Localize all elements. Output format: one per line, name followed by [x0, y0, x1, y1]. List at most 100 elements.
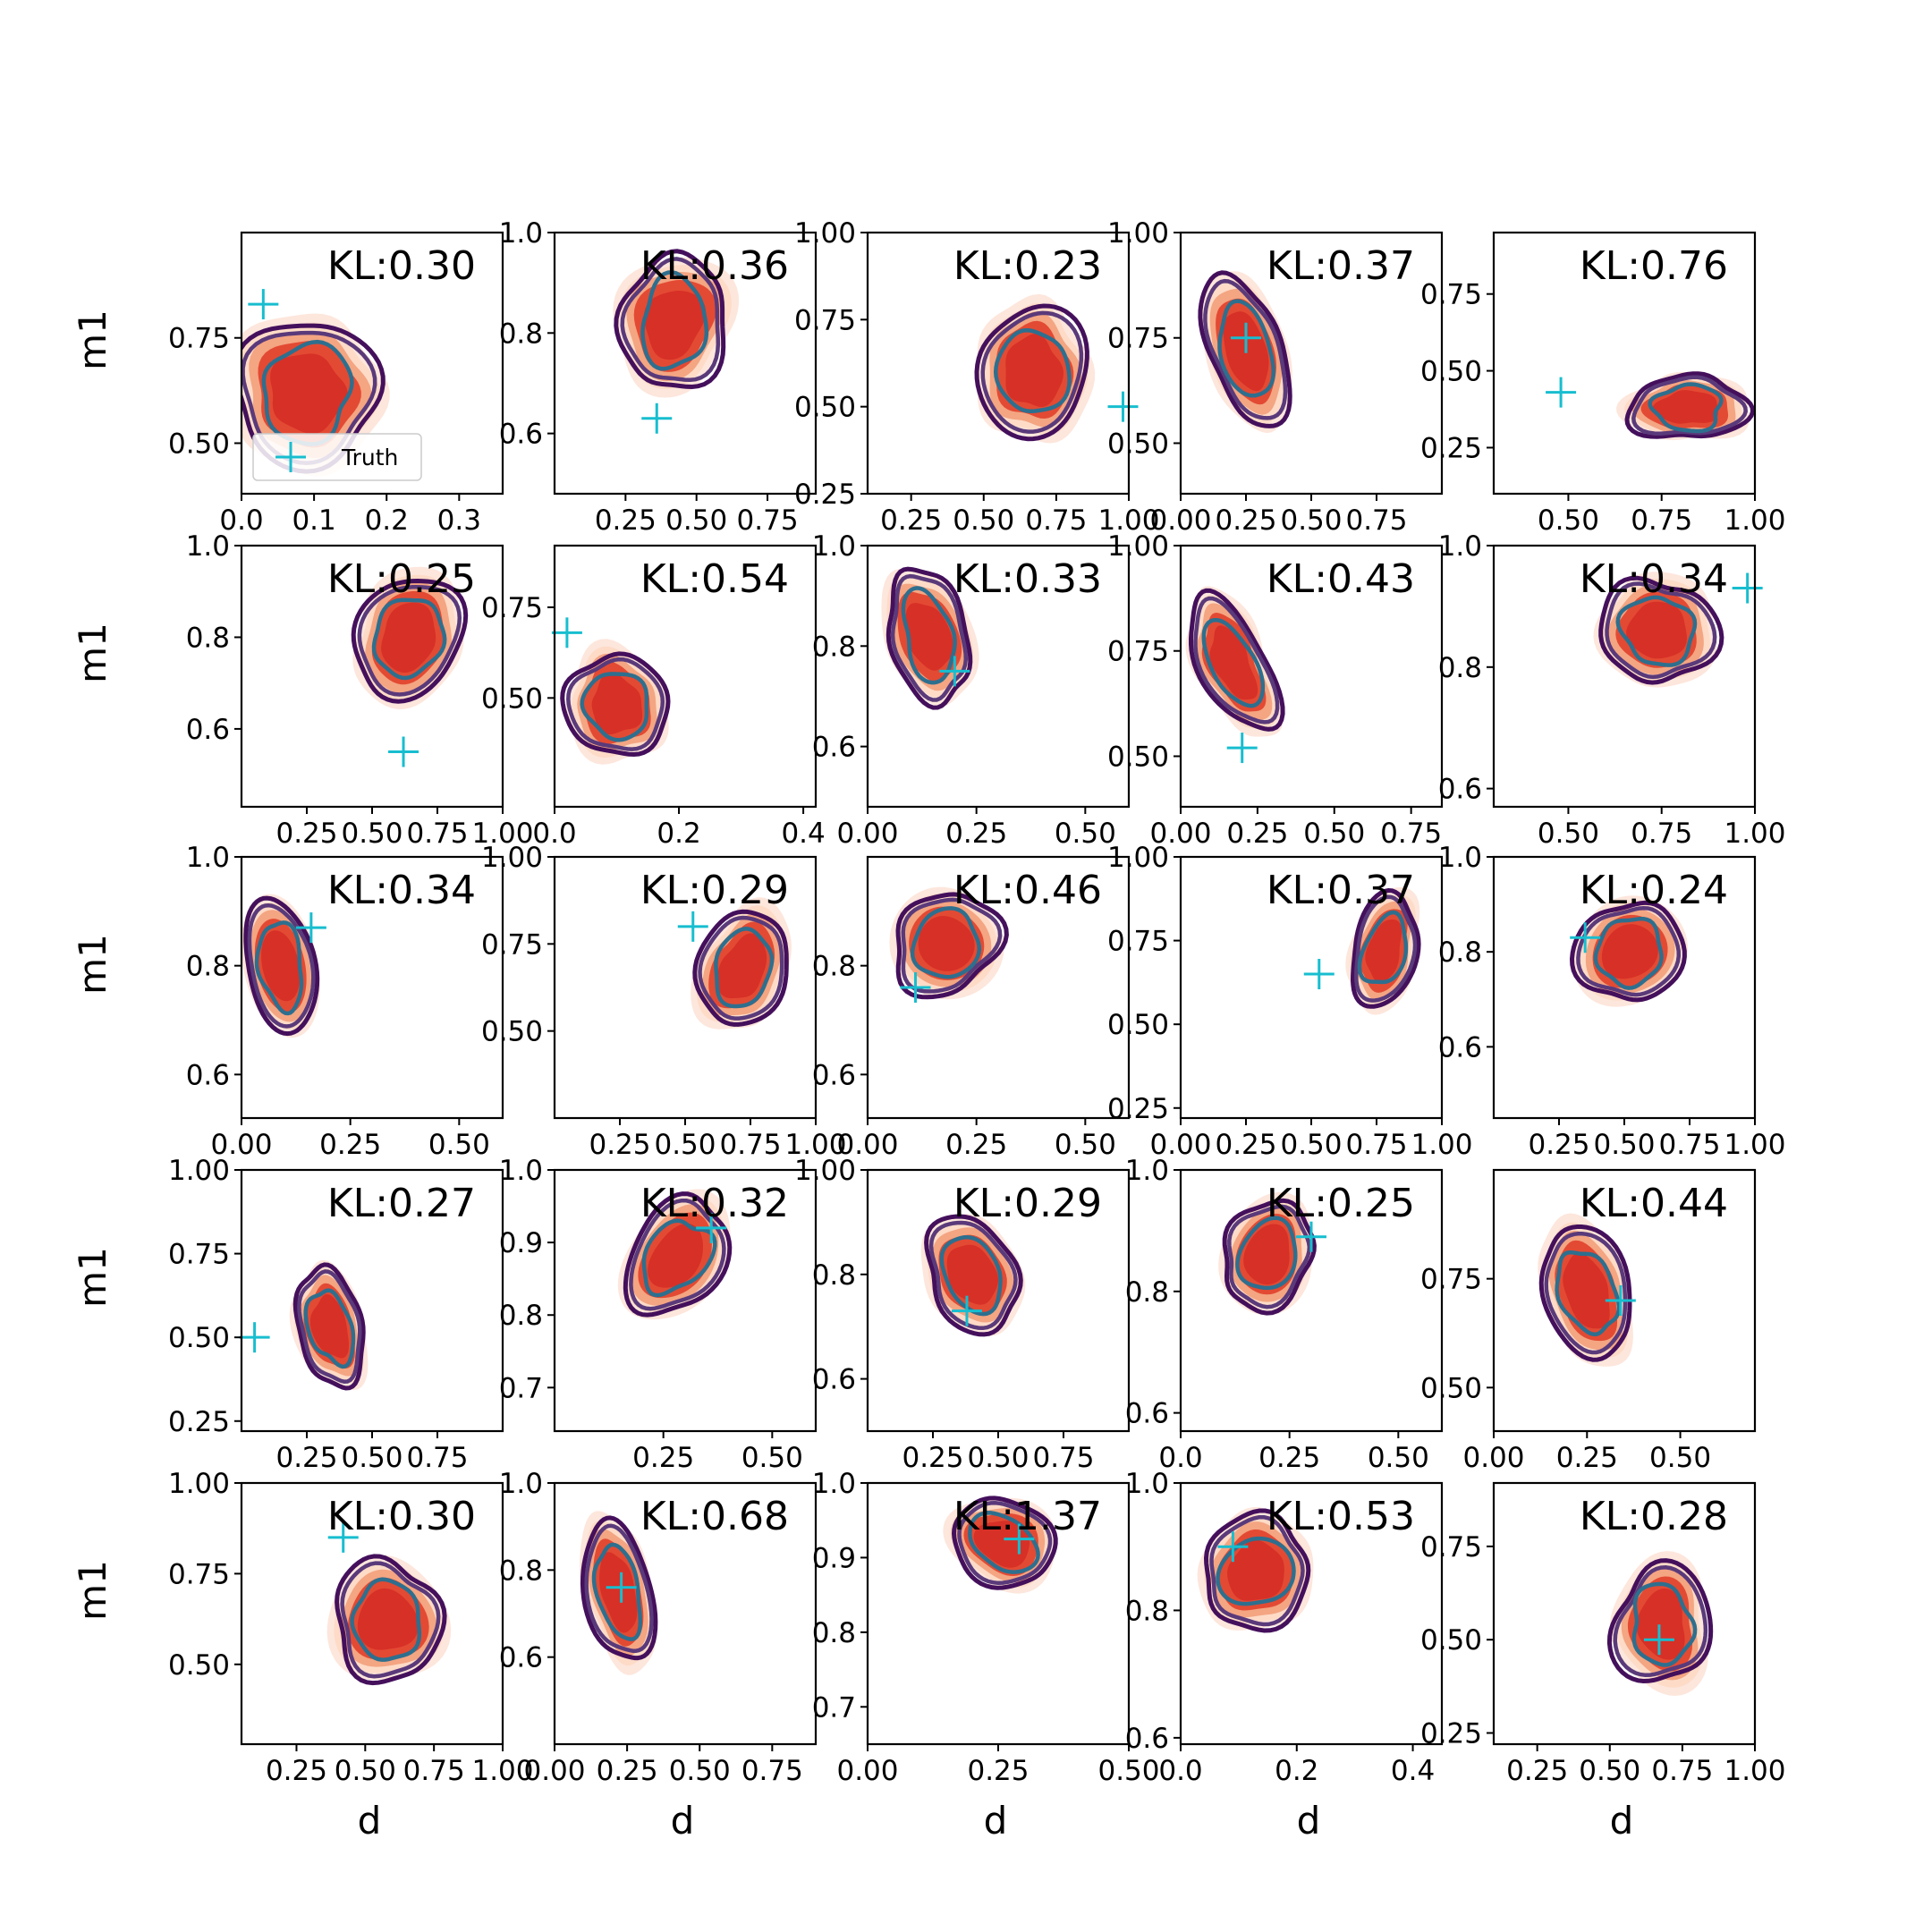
axes-frame [1492, 231, 1757, 496]
y-tick-label: 1.0 [1438, 842, 1482, 874]
kl-divergence-label: KL:0.25 [1267, 1181, 1415, 1226]
kl-divergence-label: KL:0.76 [1580, 243, 1728, 289]
x-tick-label: 0.50 [1280, 1129, 1342, 1161]
contour-line-mid [957, 1501, 1053, 1586]
contour-line-outer [560, 651, 671, 758]
subplot-18: 0.25 0.50 0.75 0.6 0.8 1.00 KL:0.29 [794, 1155, 1131, 1474]
subplot-1: 0.0 0.1 0.2 0.3 0.50 0.75 KL:0.30 m1 Truth [71, 231, 504, 537]
y-tick-label: 1.0 [499, 217, 543, 250]
kl-divergence-label: KL:0.30 [327, 243, 476, 289]
x-tick-label: 0.75 [1380, 818, 1442, 850]
x-tick-label: 1.00 [1724, 1129, 1785, 1161]
contour-line-inner [1593, 916, 1664, 990]
y-tick-label: 1.0 [812, 530, 856, 563]
contour-line-outer [243, 895, 320, 1037]
x-tick-label: 0.25 [589, 1129, 650, 1161]
x-tick-label: 0.75 [741, 1755, 803, 1787]
x-tick-label: 0.75 [719, 1129, 781, 1161]
x-axis-title: d [358, 1799, 382, 1843]
density-fill-core [1601, 924, 1658, 979]
y-tick-label: 0.6 [499, 419, 543, 451]
kl-divergence-label: KL:0.30 [327, 1494, 476, 1539]
y-tick-label: 1.0 [186, 842, 230, 874]
y-tick-label: 1.0 [812, 1468, 856, 1500]
y-tick-label: 1.00 [481, 842, 543, 874]
x-tick-label: 0.75 [406, 818, 468, 850]
subplot-19: 0.0 0.25 0.50 0.6 0.8 1.0 KL:0.25 [1125, 1155, 1444, 1474]
contour-line-inner [371, 597, 447, 681]
kl-divergence-label: KL:0.46 [953, 868, 1102, 913]
density-contours [1345, 887, 1421, 1015]
y-axis-title: m1 [71, 1247, 114, 1308]
y-tick-label: 0.8 [1125, 1276, 1169, 1309]
subplot-6: 0.25 0.50 0.75 1.00 0.6 0.8 1.0 KL:0.25 m1 [71, 530, 534, 850]
contour-line-outer [1222, 1198, 1317, 1316]
contour-line-mid [297, 1269, 362, 1384]
contour-line-outer [1569, 900, 1687, 1003]
truth-marker [900, 972, 931, 1003]
y-tick-label: 0.7 [812, 1691, 856, 1724]
y-tick-label: 0.8 [812, 631, 856, 663]
x-tick-label: 0.50 [335, 1755, 396, 1787]
x-tick-label: 0.50 [1097, 1755, 1159, 1787]
x-tick-label: 0.25 [275, 818, 337, 850]
contour-line-outer [242, 323, 386, 474]
y-tick-label: 0.75 [1107, 636, 1169, 668]
axes-frame [553, 1481, 818, 1746]
truth-marker [606, 1572, 637, 1603]
axes-frame [1492, 1168, 1757, 1433]
x-tick-label: 0.75 [1658, 1129, 1720, 1161]
x-tick-label: 0.00 [836, 1755, 898, 1787]
x-tick-label: 0.50 [1538, 818, 1599, 850]
x-tick-label: 0.25 [945, 818, 1007, 850]
truth-marker [239, 1322, 270, 1353]
x-tick-label: 0.50 [669, 1755, 731, 1787]
contour-line-mid [980, 310, 1084, 434]
contour-line-outer [1624, 371, 1755, 439]
contour-line-mid [584, 1523, 654, 1653]
contour-line-inner [1615, 595, 1698, 667]
density-contours [1616, 371, 1755, 441]
density-fill-core [1227, 1539, 1284, 1601]
contour-line-mid [620, 257, 721, 383]
subplot-3: 0.25 0.50 0.75 1.00 0.25 0.50 0.75 1.00 KL:0.23 [794, 217, 1160, 537]
y-tick-label: 0.50 [794, 392, 856, 424]
x-tick-label: 0.00 [836, 1129, 898, 1161]
density-fill-core [599, 1552, 638, 1633]
x-tick-label: 0.25 [632, 1442, 694, 1474]
density-contours [613, 249, 740, 398]
y-tick-label: 0.75 [481, 592, 543, 624]
y-tick-label: 0.50 [481, 682, 543, 715]
density-fill-core [905, 603, 953, 671]
contour-line-outer [692, 909, 789, 1027]
x-tick-label: 0.50 [665, 504, 727, 537]
x-tick-label: 0.00 [523, 1755, 585, 1787]
contour-line-outer [1538, 1224, 1632, 1362]
contour-line-inner [1201, 617, 1266, 708]
kl-divergence-label: KL:0.34 [1580, 556, 1728, 602]
kl-divergence-label: KL:0.37 [1267, 243, 1415, 289]
density-fill-core [1636, 1589, 1685, 1660]
kl-divergence-label: KL:0.32 [640, 1181, 789, 1226]
x-axis-title: d [1610, 1799, 1634, 1843]
y-tick-label: 0.6 [1438, 1031, 1482, 1063]
y-tick-label: 0.75 [1420, 1531, 1482, 1563]
legend-label: Truth [341, 445, 398, 470]
truth-marker [1643, 1624, 1674, 1656]
y-tick-label: 0.50 [1107, 741, 1169, 773]
x-axis-title: d [984, 1799, 1008, 1843]
density-contours [889, 886, 1009, 1000]
y-tick-label: 0.8 [499, 1300, 543, 1332]
y-tick-label: 0.75 [1107, 926, 1169, 958]
truth-marker [1570, 922, 1601, 953]
x-tick-label: 0.50 [1579, 1755, 1640, 1787]
axes-frame [553, 1168, 818, 1433]
y-tick-label: 0.25 [1420, 432, 1482, 464]
x-tick-label: 0.25 [1226, 818, 1288, 850]
y-tick-label: 0.50 [168, 428, 230, 460]
subplot-17: 0.25 0.50 0.7 0.8 0.9 1.0 KL:0.32 [499, 1155, 818, 1474]
contour-line-mid [890, 573, 969, 702]
